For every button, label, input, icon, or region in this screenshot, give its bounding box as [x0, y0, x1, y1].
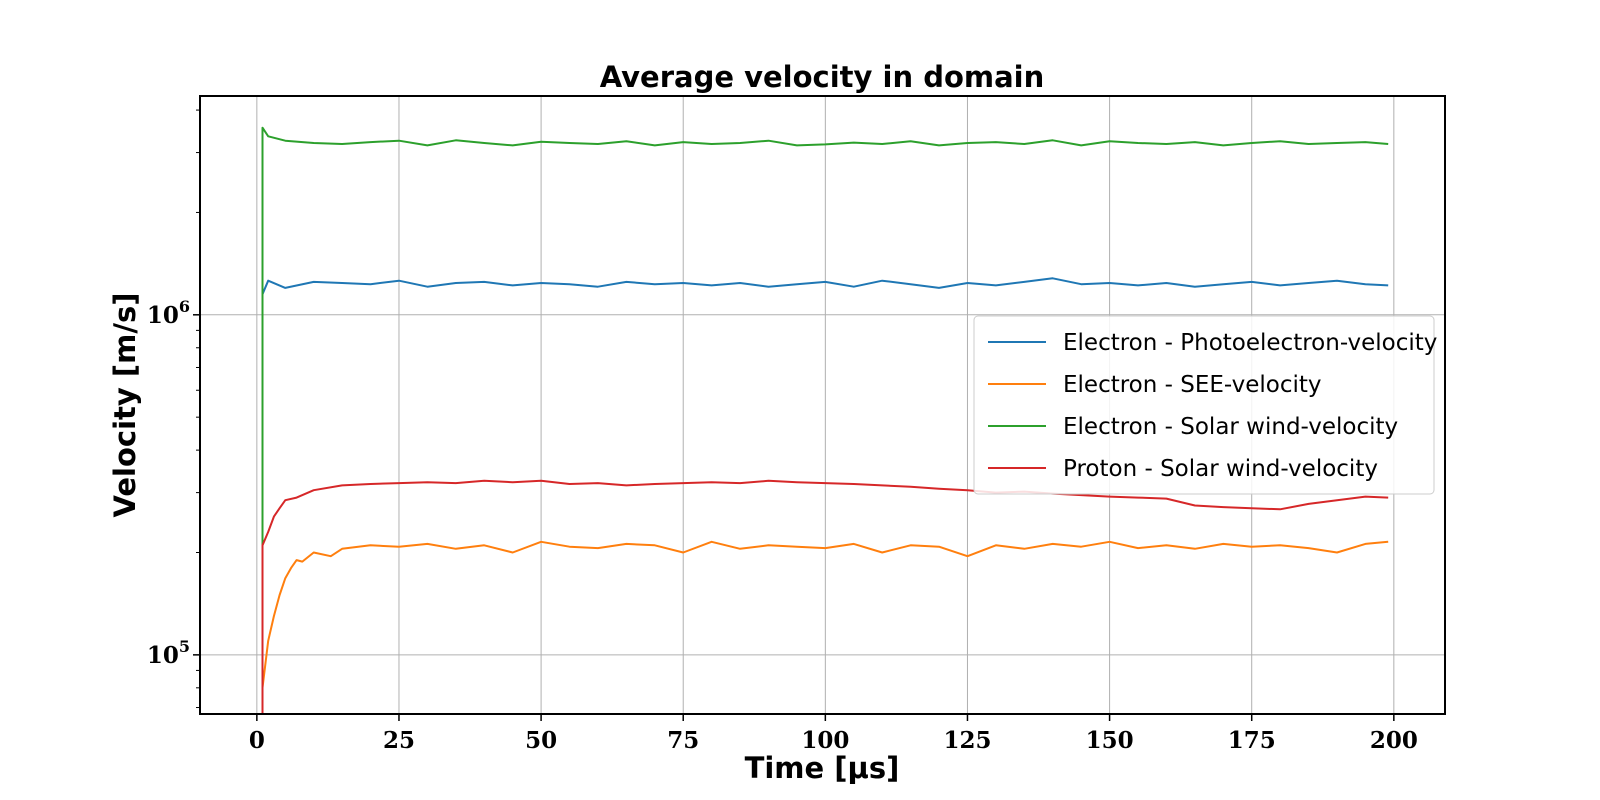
x-ticks: 0 25 50 75 100 125 150 175 200 — [249, 714, 1418, 754]
series-line-proton-solar-wind-velocity — [261, 479, 1389, 714]
legend: Electron - Photoelectron-velocity Electro… — [973, 315, 1437, 495]
y-tick-label: 106 — [147, 297, 190, 329]
series-line-electron-photoelectron-velocity — [261, 277, 1389, 714]
legend-label: Electron - Photoelectron-velocity — [1063, 330, 1437, 356]
series-line-electron-solar-wind-velocity — [261, 126, 1389, 714]
x-tick-label: 175 — [1228, 727, 1276, 754]
x-tick-label: 0 — [249, 727, 265, 754]
chart-title: Average velocity in domain — [600, 60, 1045, 94]
x-tick-label: 50 — [525, 727, 557, 754]
legend-label: Electron - SEE-velocity — [1063, 372, 1322, 398]
legend-box — [973, 315, 1435, 495]
y-axis-label: Velocity [m/s] — [108, 293, 142, 518]
x-tick-label: 25 — [383, 727, 415, 754]
x-tick-label: 100 — [801, 727, 849, 754]
legend-label: Electron - Solar wind-velocity — [1063, 414, 1398, 440]
y-tick-label: 105 — [147, 637, 190, 669]
y-ticks: 105 106 — [147, 109, 200, 709]
x-tick-label: 150 — [1086, 727, 1134, 754]
legend-entries: Electron - Photoelectron-velocity Electro… — [988, 330, 1437, 482]
series-line-electron-see-velocity — [261, 540, 1389, 714]
x-tick-label: 125 — [943, 727, 991, 754]
x-tick-label: 75 — [667, 727, 699, 754]
x-axis-label: Time [μs] — [745, 751, 900, 785]
plot-frame — [199, 95, 1446, 715]
series-lines — [261, 126, 1389, 714]
legend-label: Proton - Solar wind-velocity — [1063, 456, 1378, 482]
x-tick-label: 200 — [1370, 727, 1418, 754]
